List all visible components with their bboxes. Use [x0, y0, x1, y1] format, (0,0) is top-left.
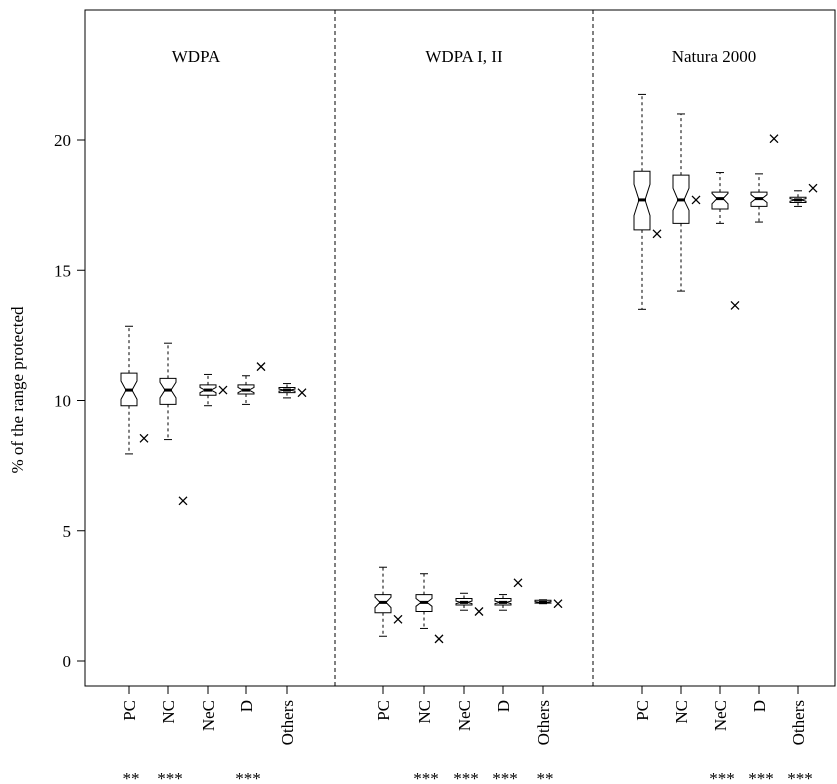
y-tick-label: 5 [63, 522, 72, 541]
significance-label: *** [492, 769, 518, 784]
cross-marker [769, 134, 779, 144]
x-tick-label: D [237, 700, 256, 712]
x-tick-label: Others [534, 700, 553, 745]
significance-label: *** [709, 769, 735, 784]
x-tick-label: PC [120, 700, 139, 721]
significance-label: *** [453, 769, 479, 784]
significance-label: *** [748, 769, 774, 784]
y-tick-label: 15 [54, 261, 71, 280]
cross-marker [218, 385, 228, 395]
y-axis-label: % of the range protected [8, 306, 27, 474]
y-tick-label: 0 [63, 652, 72, 671]
panel-title: WDPA [172, 47, 221, 66]
x-tick-label: D [494, 700, 513, 712]
cross-marker [178, 496, 188, 506]
x-tick-label: D [750, 700, 769, 712]
cross-marker [808, 183, 818, 193]
cross-marker [513, 578, 523, 588]
cross-marker [730, 300, 740, 310]
x-tick-label: PC [374, 700, 393, 721]
significance-label: ** [537, 769, 554, 784]
x-tick-label: NeC [711, 700, 730, 731]
box-nec [711, 191, 729, 210]
x-tick-label: NC [159, 700, 178, 724]
x-tick-label: NC [415, 700, 434, 724]
x-tick-label: NeC [455, 700, 474, 731]
x-tick-label: PC [633, 700, 652, 721]
y-axis-label-container: % of the range protected [4, 240, 32, 540]
cross-marker [474, 607, 484, 616]
x-tick-label: Others [278, 700, 297, 745]
cross-marker [691, 195, 701, 205]
panel-title: Natura 2000 [672, 47, 757, 66]
cross-marker [393, 614, 403, 624]
cross-marker [434, 634, 444, 644]
significance-label: *** [235, 769, 261, 784]
cross-marker [297, 388, 307, 398]
panel-title: WDPA I, II [425, 47, 503, 66]
y-tick-label: 10 [54, 392, 71, 411]
x-tick-label: Others [789, 700, 808, 745]
y-tick-label: 20 [54, 131, 71, 150]
significance-label: *** [413, 769, 439, 784]
cross-marker [652, 229, 662, 239]
significance-label: *** [157, 769, 183, 784]
cross-marker [256, 362, 266, 372]
x-tick-label: NC [672, 700, 691, 724]
plot-frame [84, 9, 836, 687]
cross-marker [553, 599, 563, 609]
cross-marker [139, 433, 149, 443]
significance-label: *** [787, 769, 813, 784]
significance-label: ** [123, 769, 140, 784]
x-tick-label: NeC [199, 700, 218, 731]
